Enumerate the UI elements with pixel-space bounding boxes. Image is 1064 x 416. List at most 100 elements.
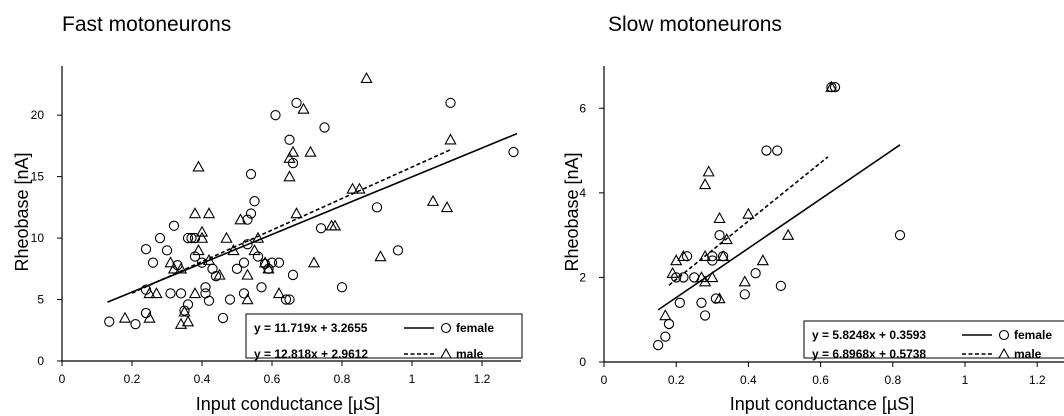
y-axis-label: Rheobase [nA] xyxy=(12,152,32,271)
female-point xyxy=(284,134,295,145)
female-point xyxy=(750,268,761,279)
male-point xyxy=(241,293,254,305)
x-tick-label: 1.2 xyxy=(1029,373,1046,387)
female-point xyxy=(238,288,250,299)
y-tick-label: 10 xyxy=(31,231,45,245)
legend-triangle-marker xyxy=(440,347,452,359)
legend: y = 5.8248x + 0.3593 female y = 6.8968x + … xyxy=(803,320,1064,361)
female-point xyxy=(168,220,180,231)
male-point xyxy=(290,207,303,219)
female-point xyxy=(242,239,253,250)
x-tick-label: 0.4 xyxy=(740,373,757,387)
female-point xyxy=(182,299,194,310)
male-point xyxy=(666,266,679,278)
x-axis-label: Input conductance [µS] xyxy=(196,394,381,414)
y-tick-label: 0 xyxy=(37,354,44,368)
y-tick-label: 15 xyxy=(31,170,45,184)
legend-series-name: male xyxy=(1014,347,1042,361)
y-tick-label: 4 xyxy=(579,186,586,200)
legend-equation: y = 6.8968x + 0.5738 xyxy=(812,347,926,361)
female-point xyxy=(154,232,166,244)
male-point xyxy=(143,311,156,323)
male-point xyxy=(713,211,726,223)
male-point xyxy=(742,207,755,219)
chart-title: Slow motoneurons xyxy=(608,13,782,36)
female-point xyxy=(689,272,700,283)
female-point xyxy=(270,110,281,121)
male-point xyxy=(713,292,726,304)
x-tick-label: 0.4 xyxy=(194,372,211,386)
x-tick-label: 0.6 xyxy=(264,372,281,386)
male-point xyxy=(174,262,188,274)
female-point xyxy=(217,312,229,324)
female-point xyxy=(182,232,194,244)
male-point xyxy=(241,268,254,280)
male-point xyxy=(659,309,672,321)
male-point xyxy=(118,311,132,323)
x-tick-label: 0.2 xyxy=(668,373,685,387)
male-point xyxy=(325,219,338,231)
female-point xyxy=(245,208,257,219)
male-point xyxy=(360,71,373,84)
female-point xyxy=(249,196,260,207)
y-tick-label: 0 xyxy=(579,355,586,369)
male-point xyxy=(150,287,163,299)
female-point xyxy=(287,269,299,281)
female-point xyxy=(130,318,141,330)
female-point xyxy=(894,229,906,241)
legend-circle-marker xyxy=(998,329,1010,341)
male-point xyxy=(304,145,317,157)
female-point xyxy=(699,310,711,321)
female-point xyxy=(371,202,383,213)
male-point xyxy=(283,151,296,163)
female-point xyxy=(256,282,267,293)
male-fit-line xyxy=(131,148,451,294)
female-point xyxy=(284,294,295,305)
male-point xyxy=(374,250,387,262)
x-axis-label: Input conductance [µS] xyxy=(730,394,915,414)
male-point xyxy=(781,228,795,240)
female-point xyxy=(203,295,215,306)
male-point xyxy=(258,256,272,268)
female-point xyxy=(315,223,327,234)
male-point xyxy=(143,287,156,299)
male-point xyxy=(167,262,181,274)
female-point xyxy=(186,232,197,244)
y-tick-label: 2 xyxy=(579,270,586,284)
x-tick-label: 0.8 xyxy=(334,372,351,386)
male-point xyxy=(756,254,769,266)
male-fit-line xyxy=(668,156,829,286)
female-point xyxy=(775,280,787,292)
female-point xyxy=(224,294,236,305)
male-point xyxy=(328,219,342,231)
female-point xyxy=(140,307,152,319)
female-point xyxy=(653,339,664,351)
male-point xyxy=(716,249,730,261)
female-point xyxy=(291,97,302,109)
male-point xyxy=(262,262,275,274)
male-point xyxy=(353,182,366,194)
x-tick-label: 0.8 xyxy=(884,373,901,387)
female-point xyxy=(273,257,285,268)
female-point xyxy=(210,271,222,282)
x-tick-label: 0.2 xyxy=(124,372,141,386)
legend-equation: y = 12.818x + 2.9612 xyxy=(254,347,368,361)
male-point xyxy=(825,80,838,92)
plot-area: 0 0.2 0.4 0.6 0.8 1 1.2 0 2 4 6 xyxy=(579,66,1064,387)
male-point xyxy=(706,271,719,283)
female-point xyxy=(147,257,159,268)
male-point xyxy=(698,249,712,261)
legend-series-name: male xyxy=(456,347,484,361)
female-point xyxy=(336,282,348,293)
male-point xyxy=(272,287,286,299)
x-tick-label: 0 xyxy=(59,372,66,386)
y-axis-label: Rheobase [nA] xyxy=(562,152,582,271)
male-point xyxy=(192,160,205,172)
x-tick-label: 0 xyxy=(601,373,608,387)
male-point xyxy=(202,207,216,219)
female-fit-line xyxy=(657,144,901,311)
female-point xyxy=(710,293,722,304)
female-point xyxy=(663,318,675,330)
female-point xyxy=(200,282,211,293)
